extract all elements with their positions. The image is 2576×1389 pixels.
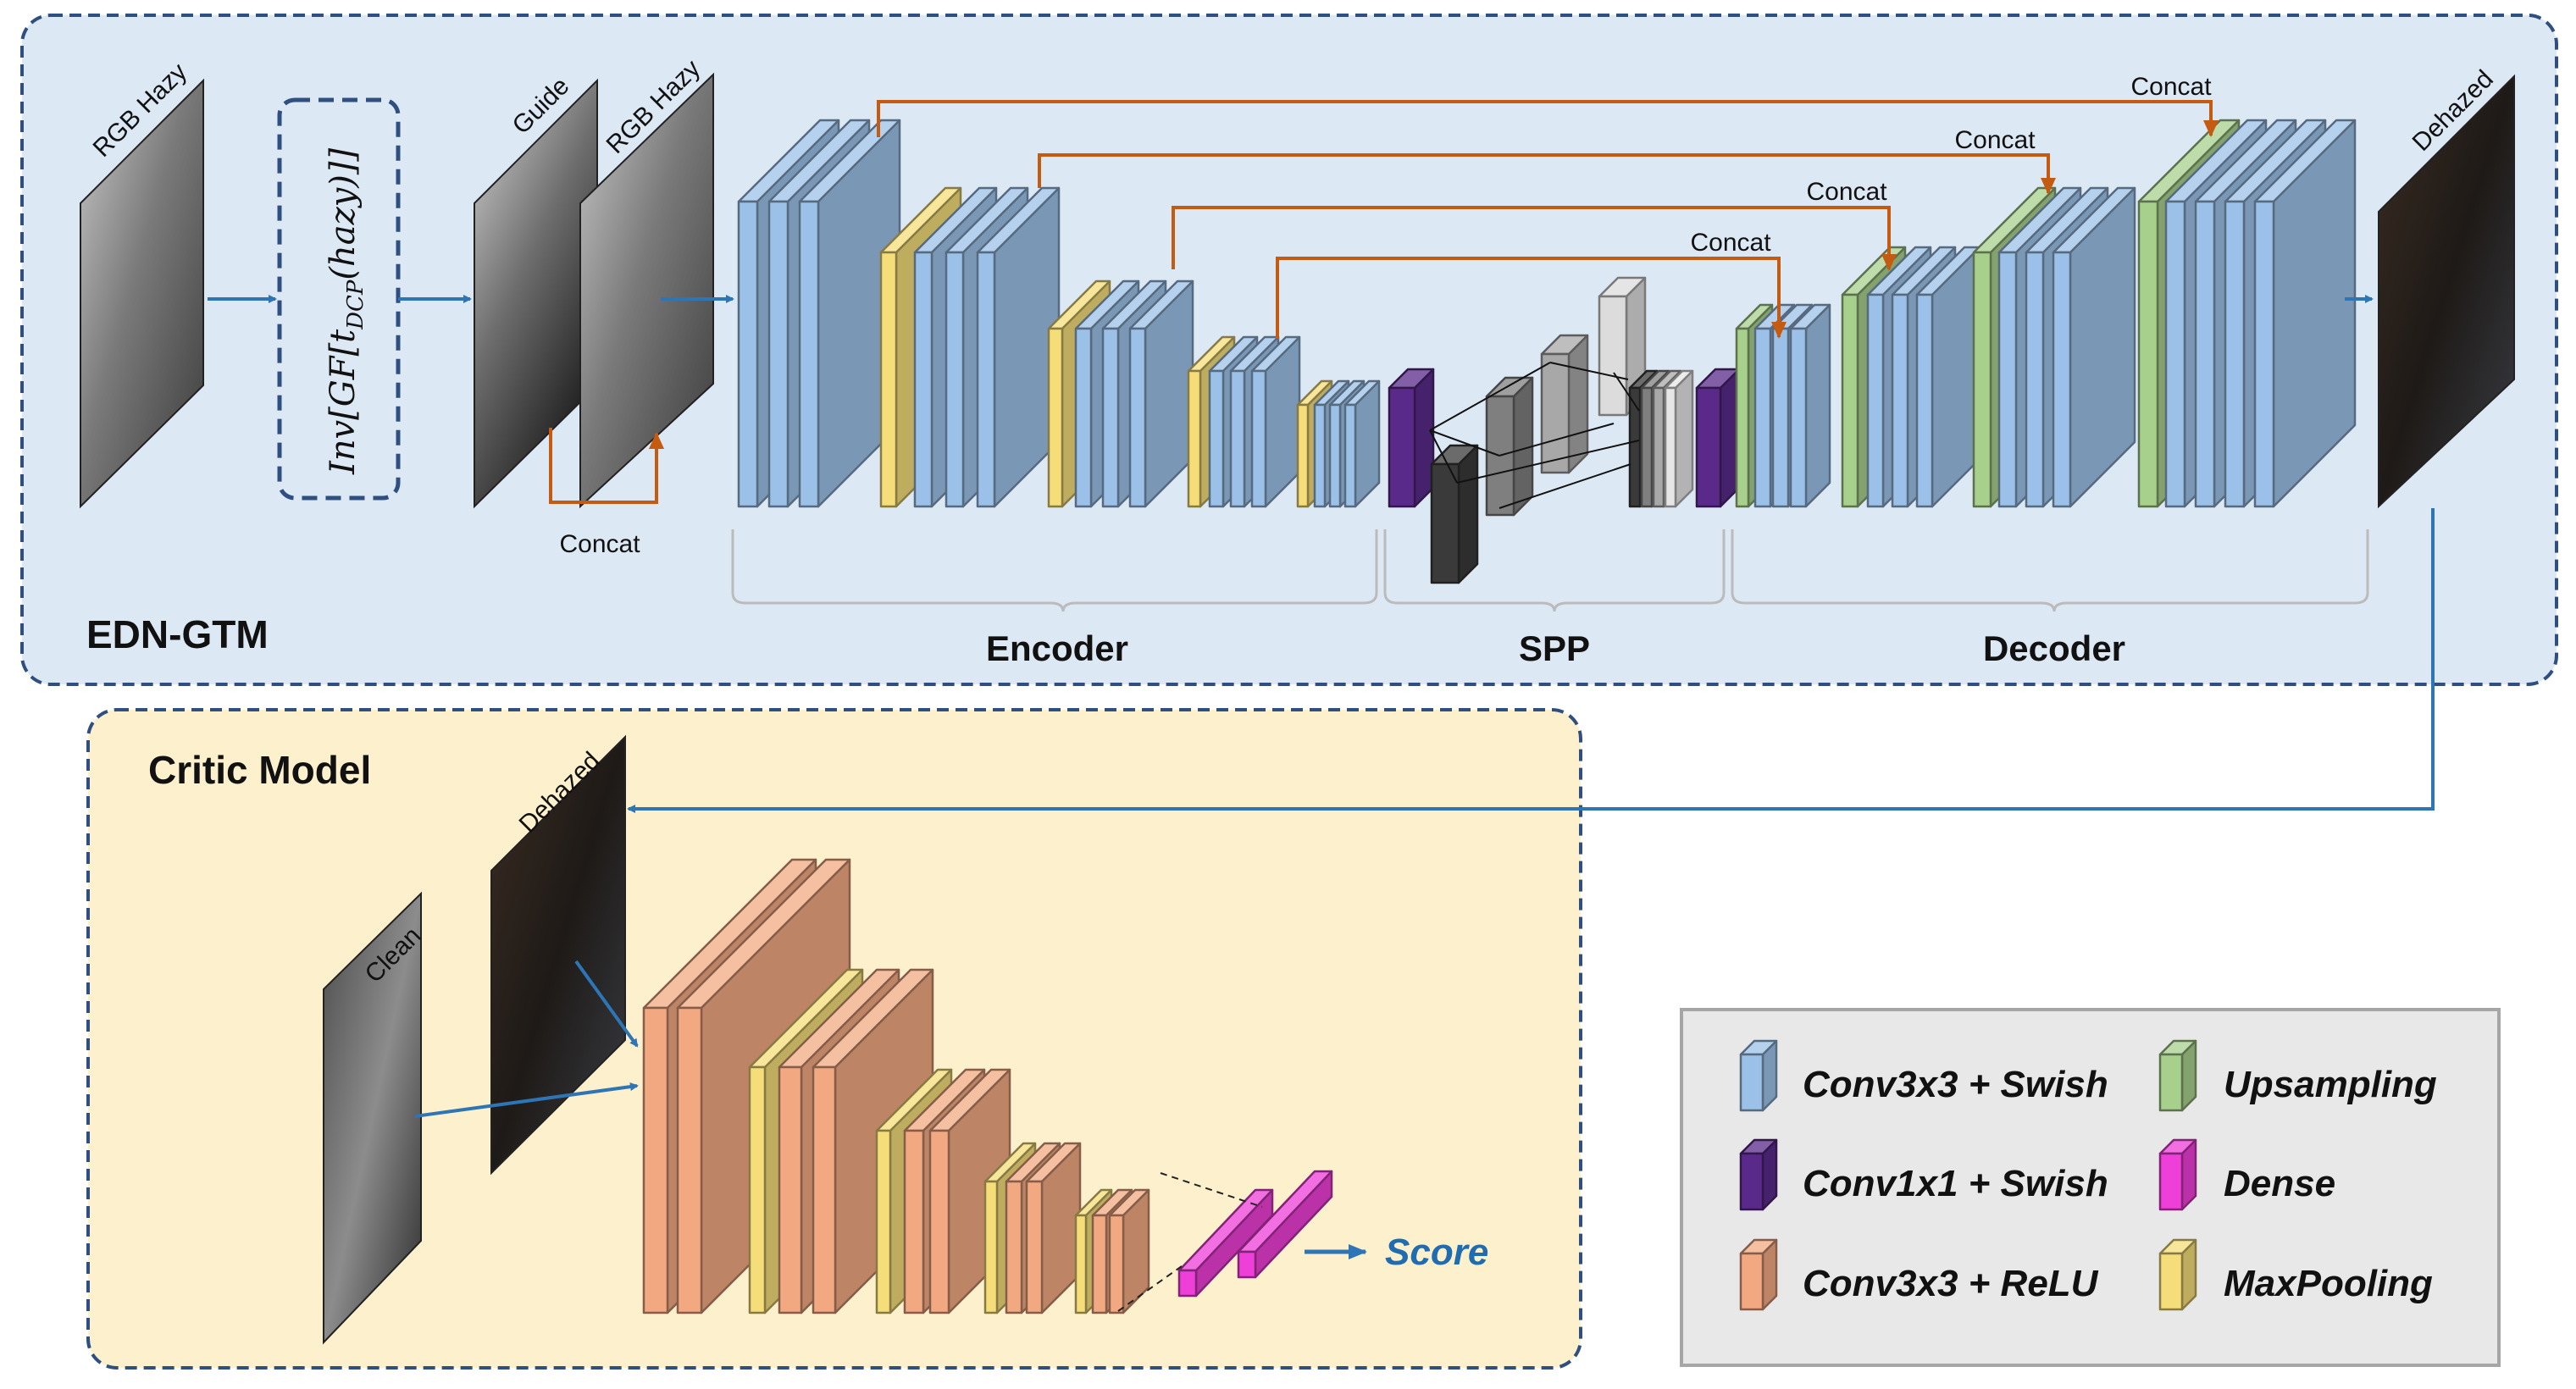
legend-swatch-conv-relu bbox=[1739, 1238, 1778, 1311]
encoder-label: Encoder bbox=[986, 628, 1128, 668]
encoder-block4-conv-3 bbox=[1250, 335, 1301, 508]
encoder-block2-conv-3 bbox=[976, 186, 1061, 508]
concat-label-3: Concat bbox=[1806, 178, 1887, 206]
arrow-clean-to-critic bbox=[414, 1082, 639, 1118]
legend-swatch-dense bbox=[2158, 1138, 2197, 1211]
concat-input-label: Concat bbox=[559, 530, 640, 558]
concat-input-bracket bbox=[549, 428, 664, 504]
edn-gtm-title: EDN-GTM bbox=[86, 612, 269, 656]
arrow-dehazed-to-critic-net bbox=[574, 960, 639, 1048]
hazy-image-copy bbox=[579, 72, 714, 509]
legend-swatch-conv-swish bbox=[1739, 1039, 1778, 1112]
critic-dehazed-image bbox=[490, 734, 626, 1176]
legend-swatch-upsampling bbox=[2158, 1039, 2197, 1112]
dcp-formula: Inv[GF[tDCP(hazy)]] bbox=[324, 148, 368, 475]
spp-concat-4 bbox=[1664, 369, 1694, 508]
legend-label-conv1x1-swish: Conv1x1 + Swish bbox=[1803, 1163, 2108, 1204]
legend-label-conv-relu: Conv3x3 + ReLU bbox=[1803, 1263, 2099, 1304]
critic-title: Critic Model bbox=[148, 748, 371, 792]
encoder-brace bbox=[731, 529, 1378, 612]
spp-pool-branch-1 bbox=[1430, 444, 1479, 584]
skip-connection-4 bbox=[1276, 257, 1787, 339]
decoder-block2-conv-3 bbox=[1915, 246, 1981, 508]
decoder-brace bbox=[1731, 529, 2369, 612]
encoder-block5-conv-3 bbox=[1343, 379, 1381, 508]
spp-conv1x1-in bbox=[1388, 368, 1435, 508]
decoder-block4-conv-4 bbox=[2253, 119, 2357, 508]
concat-label-4: Concat bbox=[1690, 229, 1771, 257]
dense-projection bbox=[1117, 1172, 1263, 1312]
decoder-label: Decoder bbox=[1983, 628, 2125, 668]
edn-gtm-layers bbox=[737, 119, 2357, 584]
skip-connection-1 bbox=[877, 100, 2219, 137]
spp-pool-branch-2 bbox=[1485, 376, 1534, 517]
legend-label-upsampling: Upsampling bbox=[2224, 1064, 2437, 1105]
critic-dense-2 bbox=[1237, 1170, 1333, 1279]
legend-panel bbox=[1680, 1008, 2501, 1367]
skip-connection-2 bbox=[1038, 153, 2056, 195]
concat-label-2: Concat bbox=[1954, 126, 2036, 154]
legend-swatch-maxpooling bbox=[2158, 1238, 2197, 1311]
spp-conv1x1-out bbox=[1695, 368, 1741, 508]
section-braces bbox=[731, 529, 2369, 612]
critic-layers bbox=[642, 858, 1333, 1314]
spp-label: SPP bbox=[1519, 628, 1590, 668]
dehazed-output-image bbox=[2378, 74, 2515, 509]
encoder-block1-conv-3 bbox=[798, 119, 901, 508]
score-label: Score bbox=[1385, 1231, 1488, 1273]
legend-swatches bbox=[1739, 1039, 2197, 1311]
decoder-block1-conv-3 bbox=[1789, 303, 1831, 508]
spp-connectors bbox=[1429, 362, 1640, 509]
critic-block5-conv-2 bbox=[1108, 1188, 1150, 1314]
input-hazy-image bbox=[80, 78, 204, 509]
legend-swatch-conv1x1-swish bbox=[1739, 1138, 1778, 1211]
legend-label-maxpooling: MaxPooling bbox=[2224, 1263, 2433, 1304]
clean-image bbox=[323, 891, 422, 1345]
arrow-dehazed-to-critic bbox=[627, 508, 2435, 813]
legend-label-conv-swish: Conv3x3 + Swish bbox=[1803, 1064, 2108, 1105]
spp-brace bbox=[1383, 529, 1726, 612]
concat-label-1: Concat bbox=[2130, 73, 2212, 101]
decoder-block3-conv-3 bbox=[2052, 186, 2136, 508]
encoder-block3-conv-3 bbox=[1128, 279, 1194, 508]
critic-block4-conv-2 bbox=[1025, 1142, 1082, 1314]
skip-connection-3 bbox=[1172, 206, 1897, 271]
spp-pool-branch-3 bbox=[1540, 334, 1589, 474]
legend-label-dense: Dense bbox=[2224, 1163, 2335, 1204]
